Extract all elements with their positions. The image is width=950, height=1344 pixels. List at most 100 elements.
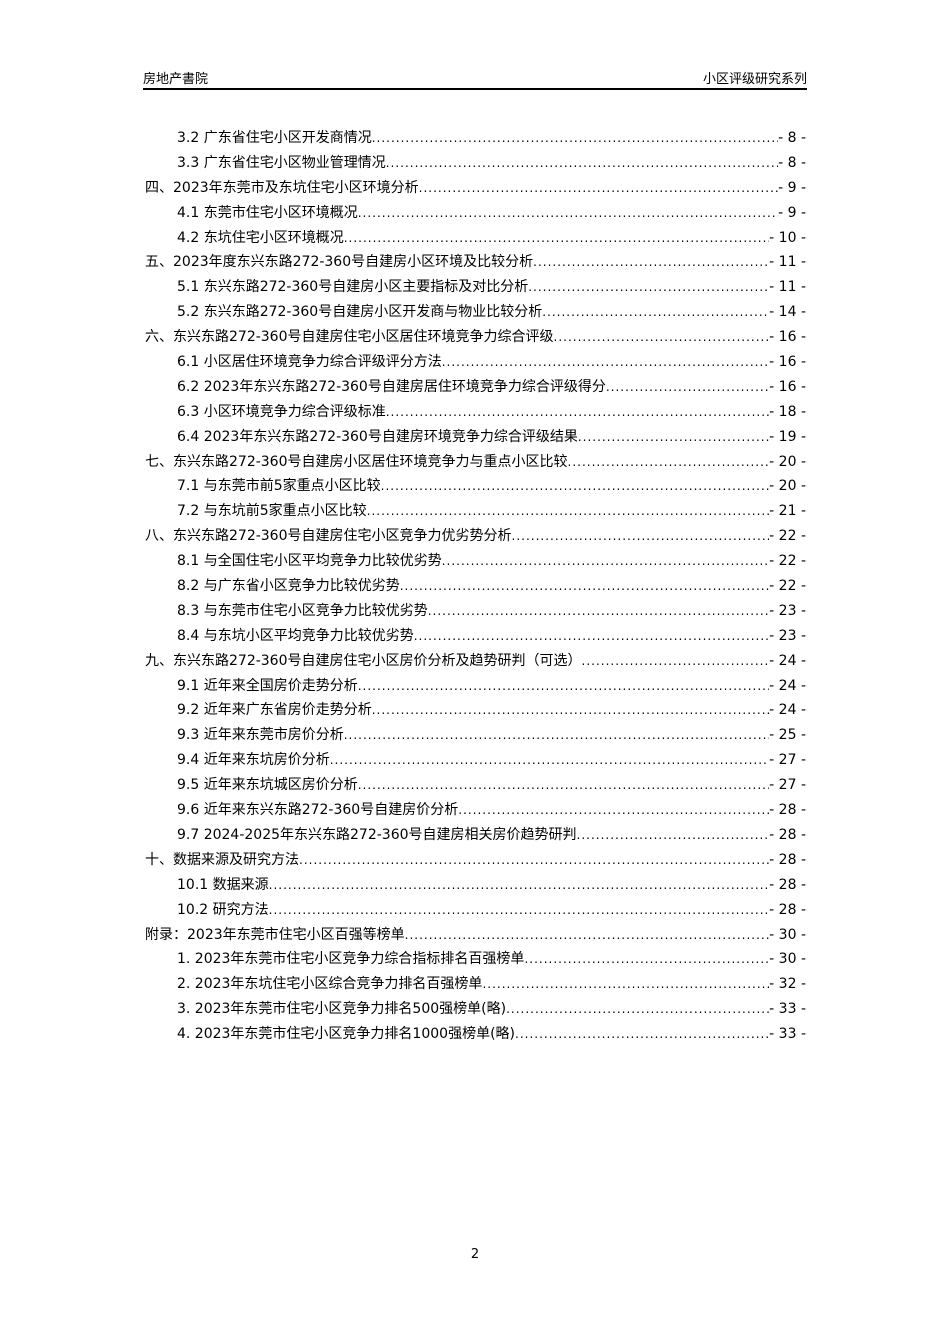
toc-dot-leader — [482, 972, 769, 997]
toc-entry[interactable]: 7.2 与东坑前5家重点小区比较 - 21 - — [145, 499, 806, 524]
toc-entry-page: - 28 - — [769, 901, 806, 918]
toc-entry[interactable]: 九、东兴东路272-360号自建房住宅小区房价分析及趋势研判（可选） - 24 - — [145, 649, 806, 674]
toc-dot-leader — [400, 574, 769, 599]
toc-entry-title: 10.2 研究方法 — [177, 901, 269, 918]
toc-entry-page: - 23 - — [769, 627, 806, 644]
toc-entry-page: - 21 - — [769, 503, 806, 520]
toc-entry[interactable]: 十、数据来源及研究方法 - 28 - — [145, 848, 806, 873]
toc-entry-page: - 22 - — [769, 528, 806, 545]
toc-entry-page: - 20 - — [769, 478, 806, 495]
toc-entry-title: 七、东兴东路272-360号自建房小区居住环境竞争力与重点小区比较 — [145, 453, 568, 470]
toc-entry-title: 6.2 2023年东兴东路272-360号自建房居住环境竞争力综合评级得分 — [177, 378, 606, 395]
toc-entry[interactable]: 七、东兴东路272-360号自建房小区居住环境竞争力与重点小区比较 - 20 - — [145, 450, 806, 475]
toc-entry-title: 9.5 近年来东坑城区房价分析 — [177, 777, 358, 794]
toc-entry[interactable]: 10.1 数据来源 - 28 - — [145, 873, 806, 898]
toc-entry-page: - 20 - — [769, 453, 806, 470]
toc-entry-title: 6.4 2023年东兴东路272-360号自建房环境竞争力综合评级结果 — [177, 428, 578, 445]
toc-entry-title: 4. 2023年东莞市住宅小区竞争力排名1000强榜单(略) — [177, 1026, 515, 1043]
toc-entry-page: - 30 - — [769, 926, 806, 943]
toc-entry-title: 2. 2023年东坑住宅小区综合竞争力排名百强榜单 — [177, 976, 483, 993]
toc-entry[interactable]: 4.1 东莞市住宅小区环境概况 - 9 - — [145, 201, 806, 226]
toc-dot-leader — [442, 350, 769, 375]
toc-entry-page: - 24 - — [769, 652, 806, 669]
toc-entry[interactable]: 六、东兴东路272-360号自建房住宅小区居住环境竞争力综合评级 - 16 - — [145, 325, 806, 350]
toc-entry[interactable]: 四、2023年东莞市及东坑住宅小区环境分析 - 9 - — [145, 176, 806, 201]
toc-dot-leader — [414, 624, 769, 649]
toc-entry-page: - 11 - — [769, 254, 806, 271]
toc-entry-title: 3.3 广东省住宅小区物业管理情况 — [177, 154, 386, 171]
toc-entry-page: - 32 - — [769, 976, 806, 993]
toc-entry[interactable]: 8.2 与广东省小区竞争力比较优劣势 - 22 - — [145, 574, 806, 599]
toc-entry-title: 7.2 与东坑前5家重点小区比较 — [177, 503, 367, 520]
toc-entry[interactable]: 3. 2023年东莞市住宅小区竞争力排名500强榜单(略) - 33 - — [145, 997, 806, 1022]
toc-entry-page: - 8 - — [778, 154, 806, 171]
toc-entry-title: 8.2 与广东省小区竞争力比较优劣势 — [177, 578, 400, 595]
toc-entry[interactable]: 7.1 与东莞市前5家重点小区比较 - 20 - — [145, 474, 806, 499]
toc-dot-leader — [515, 1022, 769, 1047]
toc-entry-page: - 28 - — [769, 851, 806, 868]
toc-dot-leader — [533, 250, 769, 275]
toc-entry[interactable]: 附录：2023年东莞市住宅小区百强等榜单 - 30 - — [145, 923, 806, 948]
toc-entry-page: - 28 - — [769, 876, 806, 893]
toc-dot-leader — [386, 400, 769, 425]
toc-entry-title: 十、数据来源及研究方法 — [145, 851, 299, 868]
toc-entry[interactable]: 1. 2023年东莞市住宅小区竞争力综合指标排名百强榜单 - 30 - — [145, 947, 806, 972]
toc-entry[interactable]: 4. 2023年东莞市住宅小区竞争力排名1000强榜单(略) - 33 - — [145, 1022, 806, 1047]
toc-dot-leader — [358, 201, 778, 226]
toc-entry[interactable]: 8.4 与东坑小区平均竞争力比较优劣势 - 23 - — [145, 624, 806, 649]
toc-entry-title: 10.1 数据来源 — [177, 876, 269, 893]
toc-dot-leader — [269, 873, 770, 898]
toc-entry-title: 9.1 近年来全国房价走势分析 — [177, 677, 358, 694]
toc-entry[interactable]: 五、2023年度东兴东路272-360号自建房小区环境及比较分析 - 11 - — [145, 250, 806, 275]
toc-entry[interactable]: 10.2 研究方法 - 28 - — [145, 898, 806, 923]
toc-entry[interactable]: 4.2 东坑住宅小区环境概况 - 10 - — [145, 226, 806, 251]
toc-dot-leader — [358, 773, 769, 798]
toc-dot-leader — [344, 226, 769, 251]
toc-dot-leader — [568, 450, 770, 475]
toc-entry[interactable]: 八、东兴东路272-360号自建房住宅小区竞争力优劣势分析 - 22 - — [145, 524, 806, 549]
toc-entry[interactable]: 3.2 广东省住宅小区开发商情况 - 8 - — [145, 126, 806, 151]
toc-dot-leader — [358, 674, 769, 699]
toc-entry-title: 9.2 近年来广东省房价走势分析 — [177, 702, 372, 719]
toc-entry-page: - 28 - — [769, 802, 806, 819]
toc-entry[interactable]: 6.1 小区居住环境竞争力综合评级评分方法 - 16 - — [145, 350, 806, 375]
toc-entry-title: 五、2023年度东兴东路272-360号自建房小区环境及比较分析 — [145, 254, 534, 271]
toc-entry-title: 附录：2023年东莞市住宅小区百强等榜单 — [145, 926, 405, 943]
toc-entry-title: 六、东兴东路272-360号自建房住宅小区居住环境竞争力综合评级 — [145, 329, 554, 346]
toc-entry-page: - 33 - — [769, 1001, 806, 1018]
toc-entry[interactable]: 5.1 东兴东路272-360号自建房小区主要指标及对比分析 - 11 - — [145, 275, 806, 300]
toc-dot-leader — [372, 126, 778, 151]
toc-dot-leader — [442, 549, 769, 574]
toc-entry-title: 1. 2023年东莞市住宅小区竞争力综合指标排名百强榜单 — [177, 951, 525, 968]
toc-entry[interactable]: 5.2 东兴东路272-360号自建房小区开发商与物业比较分析 - 14 - — [145, 300, 806, 325]
toc-entry[interactable]: 6.3 小区环境竞争力综合评级标准 - 18 - — [145, 400, 806, 425]
toc-dot-leader — [582, 649, 770, 674]
toc-entry[interactable]: 9.7 2024-2025年东兴东路272-360号自建房相关房价趋势研判 - 2… — [145, 823, 806, 848]
toc-entry[interactable]: 3.3 广东省住宅小区物业管理情况 - 8 - — [145, 151, 806, 176]
table-of-contents: 3.2 广东省住宅小区开发商情况 - 8 - 3.3 广东省住宅小区物业管理情况 - … — [145, 126, 806, 1047]
toc-entry[interactable]: 8.3 与东莞市住宅小区竞争力比较优劣势 - 23 - — [145, 599, 806, 624]
toc-entry-title: 8.3 与东莞市住宅小区竞争力比较优劣势 — [177, 602, 428, 619]
toc-entry-page: - 14 - — [769, 304, 806, 321]
toc-entry[interactable]: 6.2 2023年东兴东路272-360号自建房居住环境竞争力综合评级得分 - 1… — [145, 375, 806, 400]
toc-entry[interactable]: 9.2 近年来广东省房价走势分析 - 24 - — [145, 698, 806, 723]
toc-entry-title: 3. 2023年东莞市住宅小区竞争力排名500强榜单(略) — [177, 1001, 507, 1018]
toc-entry[interactable]: 9.6 近年来东兴东路272-360号自建房价分析 - 28 - — [145, 798, 806, 823]
toc-entry[interactable]: 6.4 2023年东兴东路272-360号自建房环境竞争力综合评级结果 - 19 … — [145, 425, 806, 450]
toc-entry[interactable]: 9.3 近年来东莞市房价分析 - 25 - — [145, 723, 806, 748]
toc-dot-leader — [554, 325, 770, 350]
toc-dot-leader — [578, 425, 769, 450]
toc-entry-title: 5.1 东兴东路272-360号自建房小区主要指标及对比分析 — [177, 279, 529, 296]
toc-entry[interactable]: 9.4 近年来东坑房价分析 - 27 - — [145, 748, 806, 773]
toc-entry-page: - 11 - — [769, 279, 806, 296]
toc-entry-page: - 16 - — [769, 354, 806, 371]
toc-entry-page: - 30 - — [769, 951, 806, 968]
toc-entry-title: 7.1 与东莞市前5家重点小区比较 — [177, 478, 381, 495]
toc-entry-page: - 8 - — [778, 130, 806, 146]
toc-entry[interactable]: 2. 2023年东坑住宅小区综合竞争力排名百强榜单 - 32 - — [145, 972, 806, 997]
toc-entry[interactable]: 8.1 与全国住宅小区平均竞争力比较优劣势 - 22 - — [145, 549, 806, 574]
toc-entry[interactable]: 9.1 近年来全国房价走势分析 - 24 - — [145, 674, 806, 699]
toc-entry[interactable]: 9.5 近年来东坑城区房价分析 - 27 - — [145, 773, 806, 798]
toc-entry-title: 8.4 与东坑小区平均竞争力比较优劣势 — [177, 627, 414, 644]
toc-entry-title: 8.1 与全国住宅小区平均竞争力比较优劣势 — [177, 553, 442, 570]
